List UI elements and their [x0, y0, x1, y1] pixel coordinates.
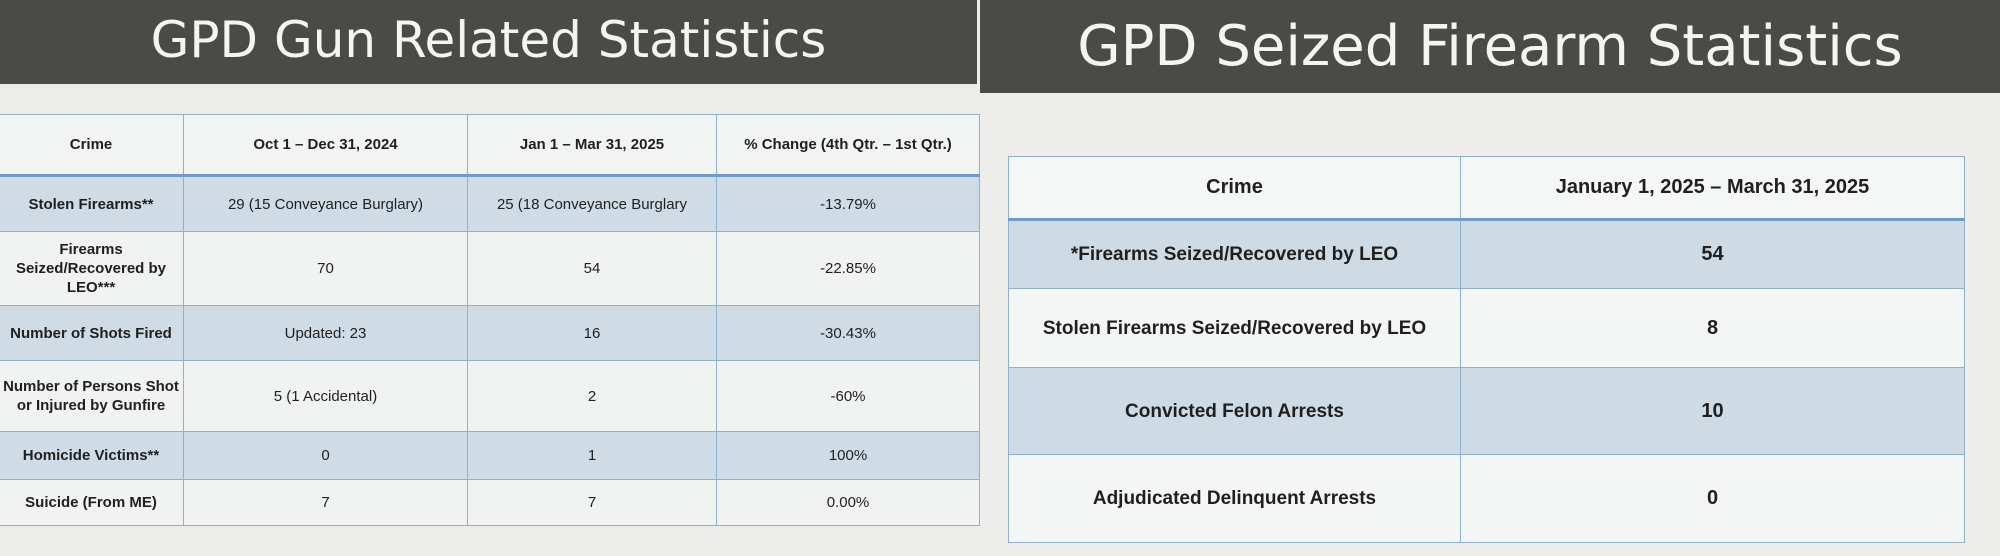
table-header-row: Crime January 1, 2025 – March 31, 2025 [1008, 156, 1965, 221]
row-crime: *Firearms Seized/Recovered by LEO [1008, 219, 1461, 289]
table-row: Convicted Felon Arrests 10 [1008, 367, 1965, 455]
left-slide: GPD Gun Related Statistics Crime Oct 1 –… [0, 0, 980, 556]
header-percent-change: % Change (4th Qtr. – 1st Qtr.) [716, 114, 980, 177]
seized-firearm-table: Crime January 1, 2025 – March 31, 2025 *… [1008, 156, 1965, 543]
row-q1-value: 7 [467, 479, 717, 526]
row-crime: Stolen Firearms** [0, 175, 184, 232]
row-change: -60% [716, 360, 980, 432]
row-change: -22.85% [716, 231, 980, 306]
row-q4-value: 29 (15 Conveyance Burglary) [183, 175, 468, 232]
row-crime: Convicted Felon Arrests [1008, 367, 1461, 455]
row-crime: Suicide (From ME) [0, 479, 184, 526]
table-row: Stolen Firearms** 29 (15 Conveyance Burg… [0, 175, 980, 232]
row-value: 8 [1460, 288, 1965, 368]
row-value: 54 [1460, 219, 1965, 289]
row-crime: Number of Persons Shot or Injured by Gun… [0, 360, 184, 432]
row-crime: Adjudicated Delinquent Arrests [1008, 454, 1461, 543]
row-q4-value: 70 [183, 231, 468, 306]
table-row: Adjudicated Delinquent Arrests 0 [1008, 454, 1965, 543]
row-q1-value: 2 [467, 360, 717, 432]
header-q1-2025: Jan 1 – Mar 31, 2025 [467, 114, 717, 177]
table-row: Firearms Seized/Recovered by LEO*** 70 5… [0, 231, 980, 306]
table-header-row: Crime Oct 1 – Dec 31, 2024 Jan 1 – Mar 3… [0, 114, 980, 177]
table-row: *Firearms Seized/Recovered by LEO 54 [1008, 219, 1965, 289]
gun-statistics-table: Crime Oct 1 – Dec 31, 2024 Jan 1 – Mar 3… [0, 114, 980, 526]
row-q1-value: 54 [467, 231, 717, 306]
row-crime: Firearms Seized/Recovered by LEO*** [0, 231, 184, 306]
row-change: 100% [716, 431, 980, 480]
right-slide-title: GPD Seized Firearm Statistics [980, 0, 2000, 93]
row-crime: Stolen Firearms Seized/Recovered by LEO [1008, 288, 1461, 368]
table-row: Suicide (From ME) 7 7 0.00% [0, 479, 980, 526]
row-q4-value: 0 [183, 431, 468, 480]
row-q4-value: 5 (1 Accidental) [183, 360, 468, 432]
header-crime: Crime [1008, 156, 1461, 221]
row-change: -30.43% [716, 305, 980, 361]
row-q4-value: Updated: 23 [183, 305, 468, 361]
table-row: Homicide Victims** 0 1 100% [0, 431, 980, 480]
header-crime: Crime [0, 114, 184, 177]
left-slide-title: GPD Gun Related Statistics [0, 0, 977, 84]
row-q1-value: 16 [467, 305, 717, 361]
row-change: -13.79% [716, 175, 980, 232]
row-change: 0.00% [716, 479, 980, 526]
row-value: 0 [1460, 454, 1965, 543]
row-value: 10 [1460, 367, 1965, 455]
row-q1-value: 25 (18 Conveyance Burglary [467, 175, 717, 232]
row-q4-value: 7 [183, 479, 468, 526]
table-row: Stolen Firearms Seized/Recovered by LEO … [1008, 288, 1965, 368]
header-date-range: January 1, 2025 – March 31, 2025 [1460, 156, 1965, 221]
row-q1-value: 1 [467, 431, 717, 480]
table-row: Number of Persons Shot or Injured by Gun… [0, 360, 980, 432]
header-q4-2024: Oct 1 – Dec 31, 2024 [183, 114, 468, 177]
row-crime: Homicide Victims** [0, 431, 184, 480]
table-row: Number of Shots Fired Updated: 23 16 -30… [0, 305, 980, 361]
row-crime: Number of Shots Fired [0, 305, 184, 361]
